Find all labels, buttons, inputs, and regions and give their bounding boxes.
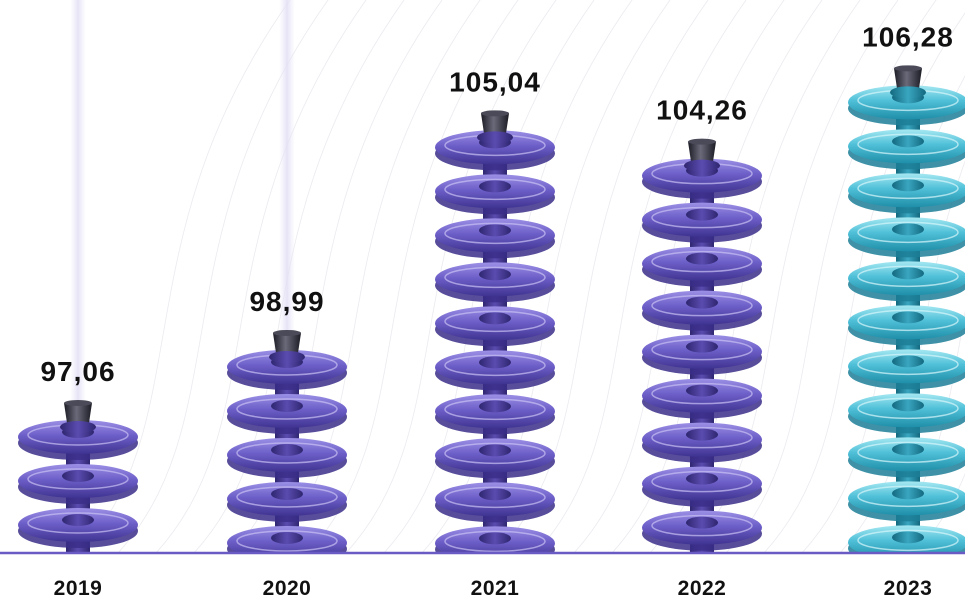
insulator-disc: [227, 481, 347, 522]
value-label-2020: 98,99: [249, 286, 324, 317]
insulator-disc: [848, 481, 965, 522]
insulator-cap: [477, 110, 513, 144]
insulator-disc: [227, 349, 347, 390]
insulator-disc: [18, 508, 138, 548]
insulator-disc: [435, 482, 555, 523]
insulator-disc: [435, 526, 555, 553]
insulator-disc: [435, 438, 555, 479]
background-wave-line: [345, 0, 557, 553]
insulator-cap: [269, 329, 305, 363]
insulator-disc: [18, 420, 138, 460]
insulator-bar-2021: [435, 110, 555, 553]
insulator-disc: [642, 378, 762, 419]
value-label-2022: 104,26: [656, 95, 748, 126]
insulator-bar-2019: [18, 400, 138, 553]
x-tick-labels-group: 2019 2020 2021 2022 2023: [54, 577, 933, 598]
insulator-disc: [848, 305, 965, 346]
insulator-cap: [890, 65, 926, 99]
insulator-disc: [848, 129, 965, 170]
bars-group: [18, 65, 965, 553]
insulator-bar-2022: [642, 138, 762, 553]
x-tick-label-2023: 2023: [884, 577, 933, 598]
insulator-disc: [642, 290, 762, 331]
insulator-disc: [642, 422, 762, 463]
insulator-disc: [848, 173, 965, 214]
x-tick-label-2022: 2022: [678, 577, 727, 598]
insulator-disc: [435, 174, 555, 215]
insulator-disc: [642, 202, 762, 243]
insulator-disc: [848, 393, 965, 434]
insulator-disc: [848, 437, 965, 478]
insulator-disc: [642, 246, 762, 287]
insulator-cap: [684, 138, 720, 172]
insulator-bar-2023: [848, 65, 965, 553]
insulator-disc: [435, 218, 555, 259]
insulator-disc: [642, 334, 762, 375]
insulator-disc: [18, 464, 138, 504]
insulator-disc: [848, 217, 965, 258]
insulator-disc: [435, 350, 555, 391]
insulator-cap: [60, 400, 96, 433]
value-label-2019: 97,06: [40, 356, 115, 387]
insulator-disc: [848, 525, 965, 553]
background-wave-line: [117, 0, 329, 553]
value-labels-group: 97,06 98,99 105,04 104,26 106,28: [40, 21, 954, 387]
insulator-disc: [227, 525, 347, 553]
insulator-disc: [642, 510, 762, 551]
insulator-bar-2020: [227, 329, 347, 553]
background-wave-line: [535, 0, 747, 553]
insulator-disc: [227, 393, 347, 434]
insulator-disc: [435, 262, 555, 303]
insulator-disc: [435, 130, 555, 171]
insulator-disc: [227, 437, 347, 478]
x-tick-label-2021: 2021: [471, 577, 520, 598]
insulator-disc: [642, 466, 762, 507]
background-wave-line: [307, 0, 519, 553]
background-wave-line: [155, 0, 367, 553]
insulator-disc: [848, 261, 965, 302]
value-label-2021: 105,04: [449, 66, 541, 97]
x-tick-label-2019: 2019: [54, 577, 103, 598]
insulator-disc: [848, 85, 965, 126]
insulator-disc: [435, 394, 555, 435]
insulator-disc: [435, 306, 555, 347]
value-label-2023: 106,28: [862, 21, 954, 52]
x-tick-label-2020: 2020: [263, 577, 312, 598]
insulator-disc: [848, 349, 965, 390]
